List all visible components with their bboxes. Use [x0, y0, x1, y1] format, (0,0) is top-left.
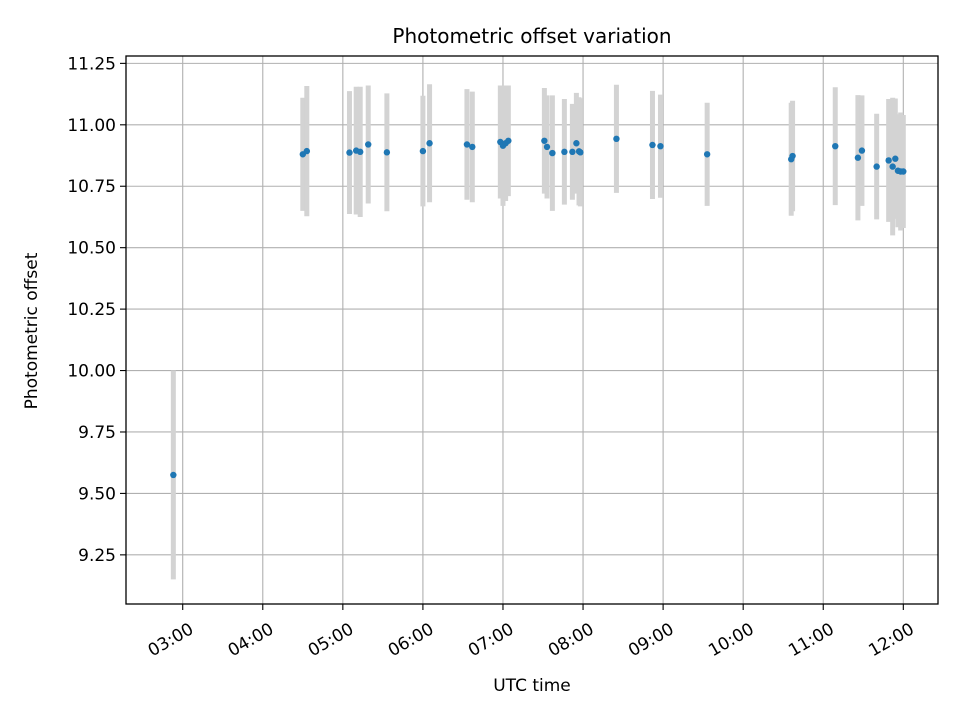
data-point — [569, 148, 576, 156]
plot-area-frame — [125, 55, 939, 605]
data-point — [858, 147, 866, 154]
data-point — [657, 142, 664, 150]
grid-lines — [126, 56, 938, 604]
data-point — [889, 163, 896, 170]
data-point — [303, 147, 311, 155]
data-point — [649, 141, 656, 149]
data-point — [541, 137, 548, 144]
data-point — [419, 147, 427, 155]
data-point — [170, 471, 177, 479]
y-tick-label: 9.50 — [78, 484, 116, 504]
data-point — [885, 157, 892, 164]
data-point — [383, 149, 391, 156]
data-point — [365, 141, 372, 148]
y-axis-ticks: 9.25 9.50 9.75 10.00 10.25 10.50 10.75 11.00 11.… — [67, 54, 126, 566]
data-point — [613, 135, 620, 143]
y-tick-label: 11.25 — [67, 54, 116, 74]
x-axis-label: UTC time — [493, 676, 571, 696]
data-point — [873, 163, 880, 170]
data-point — [357, 148, 364, 156]
data-point — [346, 149, 353, 156]
data-point — [463, 141, 471, 148]
data-point — [469, 143, 476, 151]
data-point — [789, 152, 796, 160]
data-point — [900, 168, 907, 175]
y-tick-label: 10.00 — [67, 361, 116, 381]
data-point — [577, 149, 584, 156]
data-point — [832, 142, 839, 150]
data-point — [549, 149, 556, 157]
y-tick-label: 9.25 — [78, 546, 116, 566]
y-tick-label: 9.75 — [78, 423, 116, 443]
y-axis-label: Photometric offset — [22, 252, 42, 409]
data-points — [170, 135, 907, 479]
data-point — [543, 143, 551, 151]
y-tick-label: 10.50 — [67, 239, 116, 259]
y-tick-label: 10.75 — [67, 177, 116, 197]
data-point — [892, 155, 899, 162]
data-point — [703, 151, 711, 158]
chart-title: Photometric offset variation — [392, 24, 671, 48]
data-point — [561, 148, 568, 156]
y-tick-label: 10.25 — [67, 300, 116, 320]
y-tick-label: 11.00 — [67, 116, 116, 136]
data-point — [505, 137, 512, 144]
data-point — [426, 140, 433, 147]
data-point — [573, 140, 580, 147]
data-point — [854, 154, 862, 161]
